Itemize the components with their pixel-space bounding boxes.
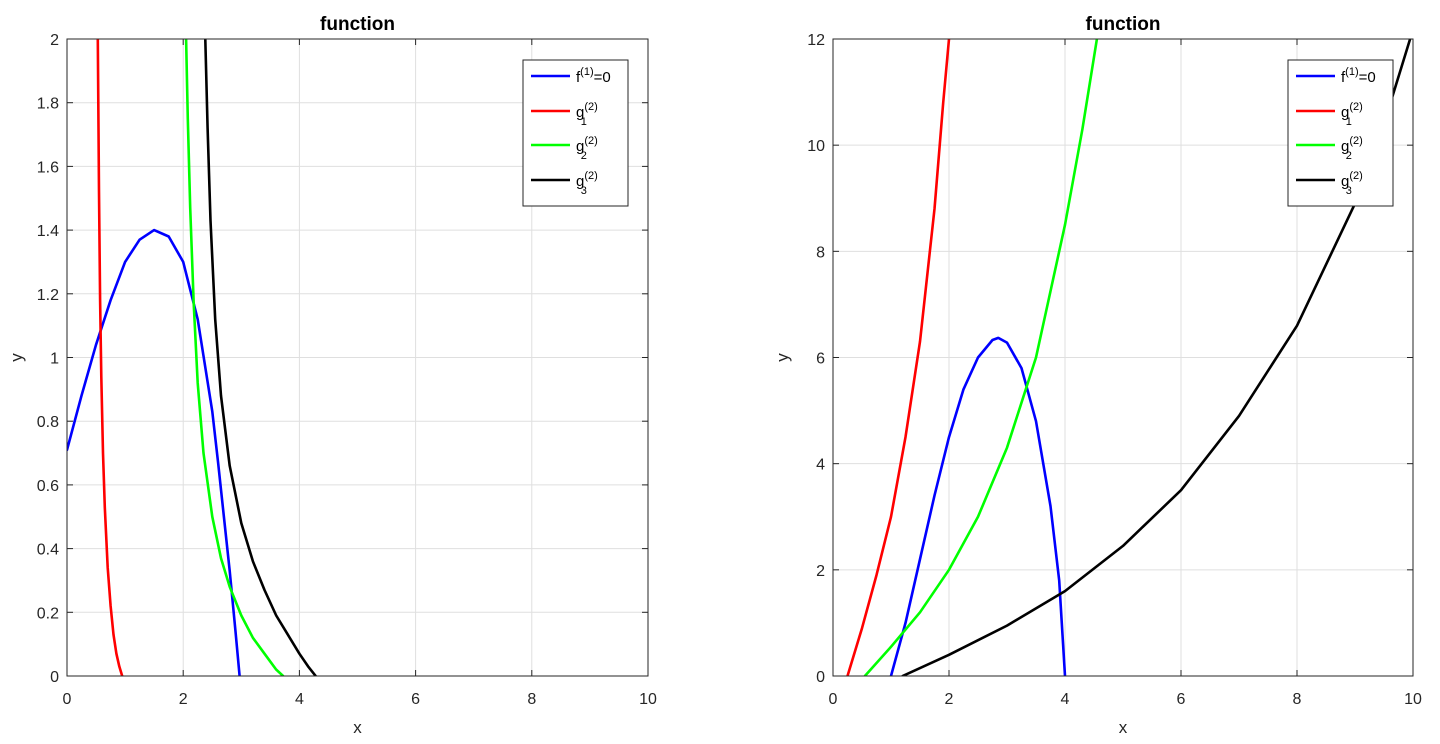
x-tick-label: 6 <box>1177 691 1186 708</box>
legend-label-sup: (2) <box>1349 101 1362 113</box>
y-tick-label: 0 <box>816 669 825 686</box>
x-tick-label: 8 <box>527 691 536 708</box>
y-tick-label: 0 <box>50 669 59 686</box>
x-tick-label: 0 <box>829 691 838 708</box>
legend-box <box>522 59 629 207</box>
y-tick-label: 0.2 <box>37 605 59 622</box>
y-tick-label: 1 <box>50 351 59 368</box>
legend-label-sup: (2) <box>584 135 597 147</box>
legend-label: g(2) 3 <box>576 170 598 197</box>
legend-label-base: g <box>1341 173 1349 190</box>
axes-box <box>66 38 649 677</box>
chart-title: function <box>320 14 395 35</box>
legend-label-sub: 3 <box>581 185 587 197</box>
x-tick-label: 8 <box>1293 691 1302 708</box>
axes-left: 0 2 4 6 8 10 0 0.2 0.4 0.6 0.8 1 1.2 1.4 1.6 1.8 2 functi… <box>7 14 657 737</box>
y-tick-label: 8 <box>816 244 825 261</box>
legend-label-sub: 1 <box>1346 116 1352 128</box>
legend-label: f(1)=0 <box>1341 66 1376 86</box>
x-tick-label: 0 <box>63 691 72 708</box>
axes-box <box>832 38 1414 677</box>
series-line-1 <box>96 39 124 676</box>
series-line-0 <box>67 228 241 676</box>
legend-label-rest: =0 <box>1359 69 1376 86</box>
legend-label: g(2) 3 <box>1341 170 1363 197</box>
legend-label: g(2) 2 <box>1341 135 1363 162</box>
legend-label-sup: (1) <box>580 66 593 78</box>
y-tick-label: 10 <box>807 138 825 155</box>
legend-label-sup: (2) <box>584 170 597 182</box>
y-tick-label: 1.4 <box>37 223 59 240</box>
legend-box <box>1287 59 1394 207</box>
legend-label: g(2) 1 <box>1341 101 1363 128</box>
y-tick-label: 0.6 <box>37 478 59 495</box>
y-tick-label: 6 <box>816 351 825 368</box>
y-tick-label: 0.8 <box>37 414 59 431</box>
legend-label-base: g <box>576 104 584 121</box>
y-tick-label: 1.8 <box>37 96 59 113</box>
legend-label: g(2) 2 <box>576 135 598 162</box>
series-line-3 <box>204 39 318 676</box>
y-axis-label: y <box>773 353 792 362</box>
series-line-2 <box>863 39 1099 676</box>
y-tick-label: 2 <box>50 32 59 49</box>
x-tick-label: 2 <box>945 691 954 708</box>
series-line-1 <box>846 39 951 676</box>
x-axis-label: x <box>1119 718 1128 737</box>
legend-label-rest: =0 <box>594 69 611 86</box>
x-tick-label: 10 <box>639 691 657 708</box>
legend-label-base: g <box>576 138 584 155</box>
series-line-0 <box>889 336 1067 676</box>
legend-label-base: g <box>1341 138 1349 155</box>
chart-title: function <box>1086 14 1161 35</box>
legend-label-sup: (2) <box>1349 135 1362 147</box>
legend-label-sub: 3 <box>1346 185 1352 197</box>
legend-label: g(2) 1 <box>576 101 598 128</box>
legend-label-sub: 2 <box>581 150 587 162</box>
x-tick-label: 4 <box>295 691 304 708</box>
y-tick-label: 12 <box>807 32 825 49</box>
y-tick-label: 1.6 <box>37 159 59 176</box>
legend-label-sub: 1 <box>581 116 587 128</box>
legend-label-base: f <box>576 69 581 86</box>
x-tick-label: 6 <box>411 691 420 708</box>
x-tick-label: 4 <box>1061 691 1070 708</box>
legend-label-sub: 2 <box>1346 150 1352 162</box>
legend-label: f(1)=0 <box>576 66 611 86</box>
series-line-2 <box>184 39 285 676</box>
legend-label-sup: (2) <box>584 101 597 113</box>
legend-label-base: g <box>576 173 584 190</box>
y-tick-label: 2 <box>816 563 825 580</box>
x-tick-label: 10 <box>1404 691 1422 708</box>
y-axis-label: y <box>7 353 26 362</box>
legend-label-base: f <box>1341 69 1346 86</box>
y-tick-label: 1.2 <box>37 287 59 304</box>
y-tick-label: 4 <box>816 457 825 474</box>
x-axis-label: x <box>353 718 362 737</box>
legend-label-sup: (1) <box>1345 66 1358 78</box>
legend-label-base: g <box>1341 104 1349 121</box>
legend-label-sup: (2) <box>1349 170 1362 182</box>
y-tick-label: 0.4 <box>37 542 59 559</box>
x-tick-label: 2 <box>179 691 188 708</box>
